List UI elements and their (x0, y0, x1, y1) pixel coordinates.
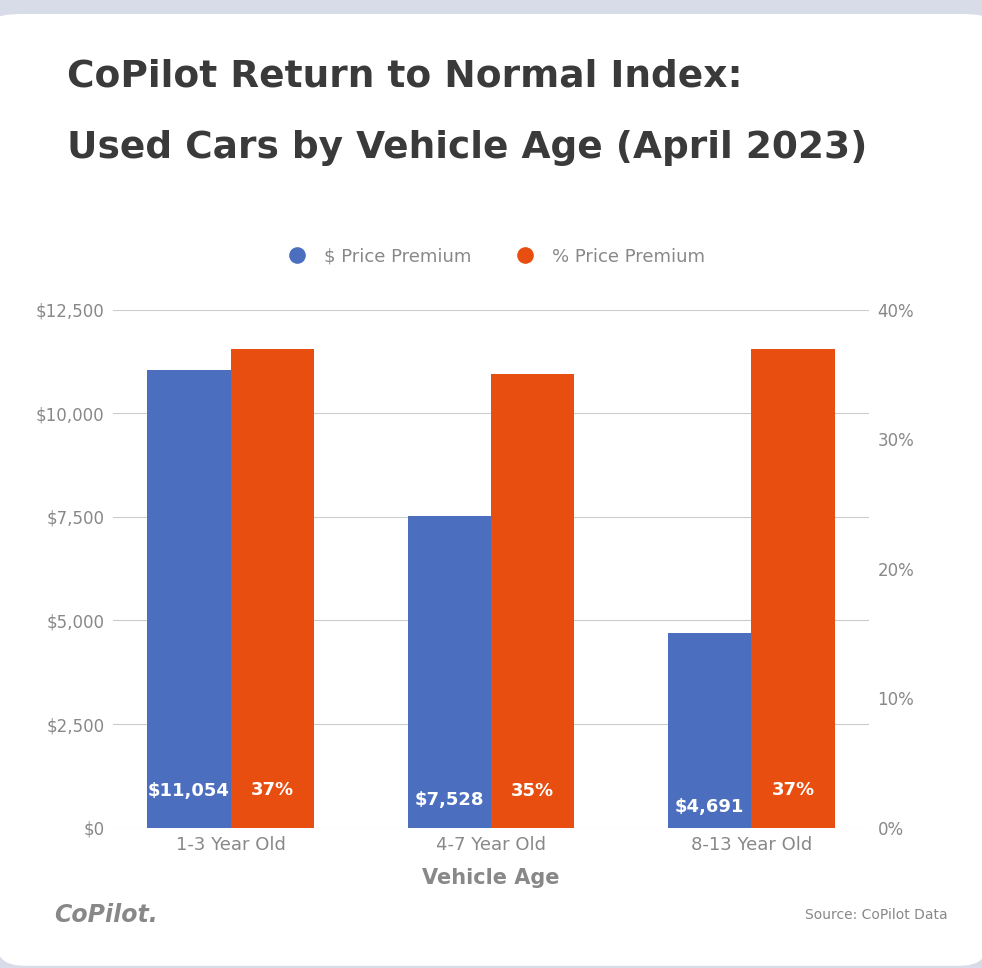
Text: $4,691: $4,691 (675, 798, 744, 816)
FancyBboxPatch shape (0, 14, 982, 204)
Text: Source: CoPilot Data: Source: CoPilot Data (805, 908, 948, 922)
Bar (668, 633, 751, 828)
Text: $11,054: $11,054 (148, 782, 230, 801)
Text: $7,528: $7,528 (414, 791, 484, 809)
Text: Used Cars by Vehicle Age (April 2023): Used Cars by Vehicle Age (April 2023) (67, 131, 867, 166)
Text: CoPilot.: CoPilot. (54, 903, 158, 926)
Bar (147, 370, 231, 828)
Bar (751, 348, 835, 828)
Legend: $ Price Premium, % Price Premium: $ Price Premium, % Price Premium (271, 240, 713, 273)
Text: CoPilot Return to Normal Index:: CoPilot Return to Normal Index: (67, 59, 742, 95)
Text: 35%: 35% (511, 782, 554, 801)
Text: 37%: 37% (250, 781, 294, 799)
X-axis label: Vehicle Age: Vehicle Age (422, 868, 560, 888)
Text: 37%: 37% (772, 781, 815, 799)
Bar (231, 348, 314, 828)
Bar (408, 516, 491, 828)
FancyBboxPatch shape (0, 188, 982, 966)
Bar (491, 375, 574, 828)
